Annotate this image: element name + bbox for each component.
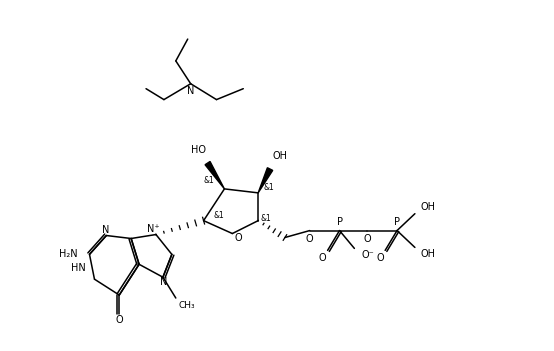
- Text: O⁻: O⁻: [361, 250, 374, 260]
- Text: HO: HO: [191, 145, 206, 155]
- Text: &1: &1: [263, 184, 274, 192]
- Text: N: N: [187, 86, 194, 96]
- Text: N: N: [102, 225, 109, 234]
- Text: O: O: [234, 233, 242, 244]
- Text: OH: OH: [421, 249, 436, 259]
- Text: &1: &1: [260, 214, 271, 223]
- Text: P: P: [336, 217, 342, 227]
- Polygon shape: [258, 168, 273, 193]
- Text: O: O: [363, 234, 371, 245]
- Text: N⁺: N⁺: [147, 224, 160, 233]
- Text: P: P: [394, 217, 400, 227]
- Text: H₂N: H₂N: [59, 249, 78, 259]
- Text: CH₃: CH₃: [179, 302, 196, 310]
- Text: HN: HN: [71, 263, 85, 273]
- Text: &1: &1: [213, 211, 224, 220]
- Polygon shape: [205, 161, 224, 189]
- Text: OH: OH: [272, 151, 287, 161]
- Text: O: O: [376, 253, 384, 263]
- Text: OH: OH: [421, 202, 436, 212]
- Text: O: O: [115, 315, 123, 325]
- Text: N: N: [160, 277, 168, 287]
- Text: O: O: [306, 234, 314, 245]
- Text: &1: &1: [204, 177, 214, 185]
- Text: O: O: [319, 253, 326, 263]
